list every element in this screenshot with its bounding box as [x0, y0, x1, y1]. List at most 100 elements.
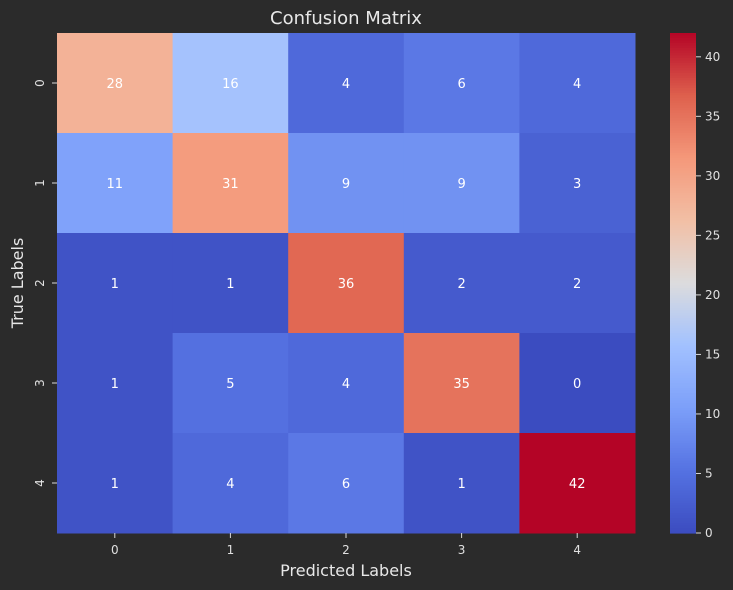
colorbar-strip [670, 400, 696, 404]
colorbar-strip [670, 505, 696, 509]
cell-value-label: 6 [457, 77, 465, 92]
colorbar-strip [670, 255, 696, 259]
colorbar: 0 5 10 15 20 25 30 35 40 [670, 33, 720, 540]
colorbar-strip [670, 115, 696, 119]
heatmap-cell [57, 33, 174, 134]
colorbar-strip [670, 328, 696, 332]
colorbar-strip [670, 138, 696, 142]
colorbar-strip [670, 343, 696, 347]
colorbar-strip [670, 413, 696, 417]
colorbar-strip [670, 185, 696, 189]
colorbar-strip [670, 480, 696, 484]
colorbar-tick-label: 10 [705, 407, 720, 421]
colorbar-strip [670, 218, 696, 222]
colorbar-strip [670, 80, 696, 84]
colorbar-strip [670, 240, 696, 244]
colorbar-strip [670, 105, 696, 109]
cell-value-label: 4 [226, 477, 234, 492]
colorbar-strip [670, 145, 696, 149]
colorbar-strip [670, 220, 696, 224]
colorbar-strip [670, 223, 696, 227]
colorbar-strip [670, 323, 696, 327]
colorbar-strip [670, 278, 696, 282]
colorbar-strip [670, 500, 696, 504]
colorbar-strip [670, 155, 696, 159]
heatmap-cell [172, 333, 289, 434]
colorbar-strip [670, 348, 696, 352]
heatmap-cell [519, 33, 636, 134]
heatmap-cell [519, 233, 636, 334]
colorbar-strip [670, 325, 696, 329]
colorbar-strip [670, 258, 696, 262]
heatmap-cell [519, 333, 636, 434]
colorbar-strip [670, 273, 696, 277]
colorbar-strip [670, 248, 696, 252]
colorbar-strip [670, 488, 696, 492]
heatmap-cell [403, 333, 520, 434]
colorbar-strip [670, 153, 696, 157]
colorbar-strip [670, 108, 696, 112]
colorbar-tick-label: 30 [705, 169, 720, 183]
colorbar-strip [670, 303, 696, 307]
colorbar-strip [670, 55, 696, 59]
cell-value-label: 42 [569, 477, 586, 492]
colorbar-strip [670, 130, 696, 134]
colorbar-strip [670, 468, 696, 472]
colorbar-strip [670, 530, 696, 534]
colorbar-tick-label: 40 [705, 50, 720, 64]
cell-value-label: 4 [342, 77, 350, 92]
colorbar-strip [670, 498, 696, 502]
colorbar-strip [670, 478, 696, 482]
cell-value-label: 1 [111, 377, 119, 392]
colorbar-strip [670, 175, 696, 179]
colorbar-strip [670, 98, 696, 102]
colorbar-strip [670, 493, 696, 497]
colorbar-strip [670, 375, 696, 379]
colorbar-strip [670, 85, 696, 89]
cell-value-label: 9 [342, 177, 350, 192]
cell-value-label: 31 [222, 177, 239, 192]
colorbar-strip [670, 528, 696, 532]
colorbar-strip [670, 418, 696, 422]
colorbar-strip [670, 210, 696, 214]
colorbar-strip [670, 265, 696, 269]
colorbar-strip [670, 158, 696, 162]
colorbar-strip [670, 513, 696, 517]
colorbar-strip [670, 428, 696, 432]
colorbar-strip [670, 368, 696, 372]
colorbar-strip [670, 485, 696, 489]
colorbar-strip [670, 473, 696, 477]
colorbar-strip [670, 345, 696, 349]
y-tick-label: 3 [33, 379, 47, 387]
colorbar-tick-label: 5 [705, 466, 713, 480]
colorbar-strip [670, 340, 696, 344]
colorbar-strip [670, 190, 696, 194]
colorbar-strip [670, 183, 696, 187]
colorbar-strip [670, 160, 696, 164]
colorbar-strip [670, 58, 696, 62]
colorbar-strip [670, 475, 696, 479]
colorbar-strip [670, 510, 696, 514]
cell-value-label: 36 [338, 277, 355, 292]
colorbar-strip [670, 165, 696, 169]
cell-value-label: 6 [342, 477, 350, 492]
colorbar-strip [670, 333, 696, 337]
colorbar-strip [670, 490, 696, 494]
heatmap-cell [403, 233, 520, 334]
cell-value-label: 11 [107, 177, 124, 192]
cell-value-label: 35 [453, 377, 470, 392]
cell-value-label: 5 [226, 377, 234, 392]
colorbar-strip [670, 373, 696, 377]
colorbar-strip [670, 363, 696, 367]
colorbar-strip [670, 403, 696, 407]
colorbar-strip [670, 193, 696, 197]
colorbar-strip [670, 423, 696, 427]
cell-value-label: 2 [457, 277, 465, 292]
colorbar-strip [670, 150, 696, 154]
cell-value-label: 1 [111, 477, 119, 492]
colorbar-strip [670, 40, 696, 44]
colorbar-strip [670, 298, 696, 302]
colorbar-strip [670, 65, 696, 69]
colorbar-strip [670, 405, 696, 409]
